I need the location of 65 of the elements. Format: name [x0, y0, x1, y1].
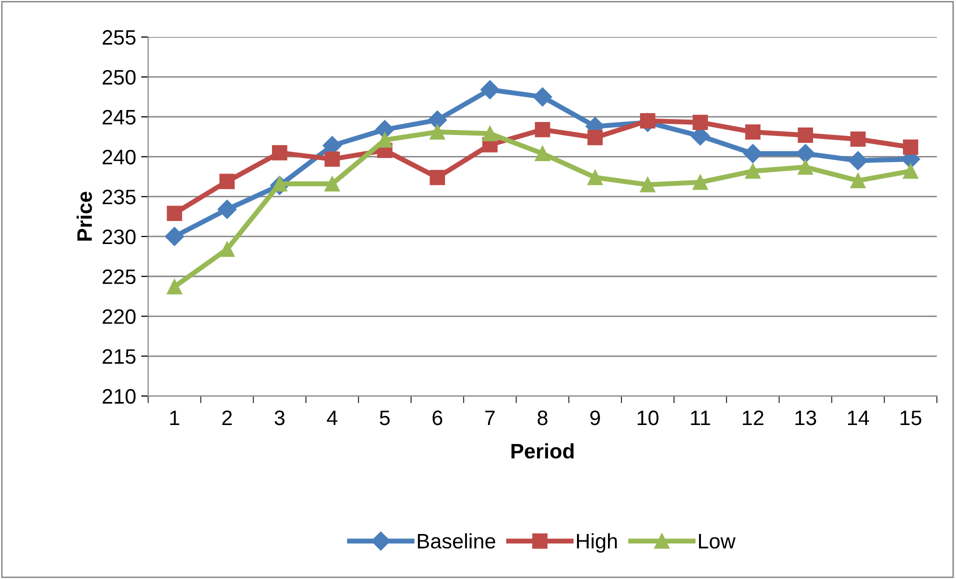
x-tick-label: 3	[274, 410, 285, 426]
point	[587, 170, 603, 186]
point	[745, 124, 760, 140]
point	[430, 124, 446, 140]
x-tick-label: 6	[432, 410, 442, 426]
point	[798, 128, 814, 143]
point	[640, 176, 656, 192]
point	[587, 130, 603, 146]
x-tick-label: 10	[638, 410, 658, 426]
point	[272, 145, 288, 160]
x-tick-label: 12	[742, 410, 764, 426]
point	[692, 174, 708, 190]
point	[218, 200, 237, 219]
point	[640, 113, 656, 128]
point	[850, 132, 866, 147]
y-tick-label: 210	[102, 389, 136, 404]
point	[219, 242, 235, 257]
y-tick-label: 255	[102, 30, 136, 45]
legend-label: Low	[699, 534, 736, 549]
point	[377, 132, 392, 148]
y-tick-label: 245	[102, 110, 136, 125]
point	[532, 87, 552, 106]
point	[796, 144, 815, 164]
point	[166, 206, 182, 221]
y-tick-label: 225	[102, 269, 136, 284]
point	[745, 163, 760, 179]
point	[692, 114, 708, 130]
point	[534, 146, 550, 162]
x-axis-title: Period	[512, 443, 574, 459]
x-tick-label: 13	[795, 410, 816, 426]
x-tick-label: 8	[538, 410, 548, 426]
y-tick-label: 220	[102, 309, 136, 324]
point	[324, 151, 340, 167]
y-tick-label: 215	[102, 349, 136, 364]
point	[743, 144, 762, 164]
x-tick-label: 11	[691, 410, 710, 426]
x-tick-label: 2	[222, 410, 232, 426]
x-tick-label: 4	[326, 410, 338, 426]
point	[850, 173, 866, 188]
point	[902, 163, 918, 179]
y-tick-label: 240	[102, 150, 136, 164]
point	[166, 279, 182, 294]
legend-label: High	[577, 533, 617, 553]
x-tick-label: 15	[900, 410, 922, 426]
point	[902, 140, 918, 155]
point	[848, 151, 868, 170]
y-axis-title: Price	[76, 192, 92, 241]
y-tick-label: 250	[102, 70, 136, 85]
x-tick-label: 5	[380, 410, 390, 426]
point	[480, 80, 500, 100]
point	[219, 174, 235, 190]
y-tick-label: 230	[102, 229, 136, 244]
point	[798, 159, 814, 175]
y-tick-label: 235	[102, 190, 136, 204]
point	[534, 122, 550, 138]
x-tick-label: 7	[485, 410, 495, 426]
point	[164, 226, 184, 246]
point	[428, 110, 447, 130]
point	[324, 176, 340, 192]
x-tick-label: 1	[170, 410, 180, 426]
point	[430, 170, 446, 186]
point	[482, 126, 498, 142]
legend-label: Baseline	[418, 533, 496, 549]
x-tick-label: 14	[848, 410, 869, 426]
x-tick-label: 9	[590, 410, 600, 426]
